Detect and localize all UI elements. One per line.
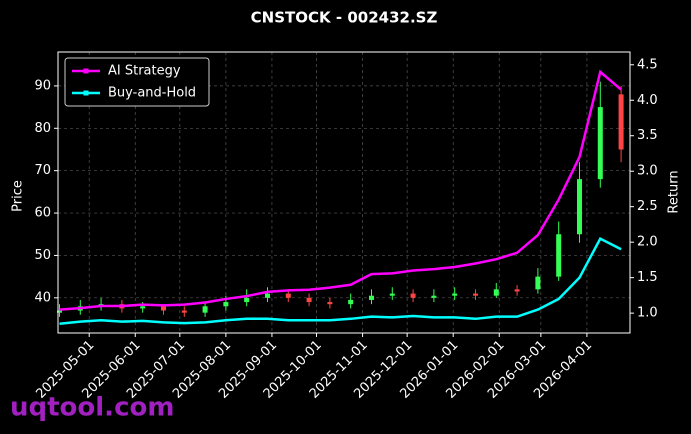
candle-body xyxy=(327,302,333,305)
legend-marker xyxy=(83,68,89,74)
candle-body xyxy=(244,297,250,303)
y-tick-label: 80 xyxy=(34,121,51,136)
y-tick-label: 70 xyxy=(34,163,51,178)
candle-body xyxy=(472,293,478,296)
y2-tick-label: 3.5 xyxy=(637,128,658,143)
candle-body xyxy=(348,299,354,305)
y-tick-label: 40 xyxy=(34,290,51,305)
y2-axis-label: Return xyxy=(667,170,682,213)
return-line xyxy=(59,69,622,311)
candle-body xyxy=(56,310,62,313)
candle-body xyxy=(410,293,416,298)
candle-body xyxy=(514,289,520,292)
candle-body xyxy=(389,293,395,296)
candle-body xyxy=(160,306,166,311)
candle-body xyxy=(181,310,187,313)
candle-body xyxy=(535,276,541,290)
candle-body xyxy=(306,297,312,303)
y2-tick-label: 2.5 xyxy=(637,199,658,214)
legend-label: AI Strategy xyxy=(108,64,181,79)
chart-title: CNSTOCK - 002432.SZ xyxy=(251,9,438,27)
candle-body xyxy=(285,293,291,298)
candle-body xyxy=(452,293,458,296)
legend-marker xyxy=(83,90,89,96)
candle-body xyxy=(368,295,374,300)
y2-tick-label: 4.0 xyxy=(637,93,658,108)
y-axis-label: Price xyxy=(11,180,26,212)
y2-tick-label: 1.0 xyxy=(637,306,658,321)
y-tick-label: 60 xyxy=(34,206,51,221)
candle-body xyxy=(597,107,603,180)
plot-frame xyxy=(57,51,631,334)
candle-body xyxy=(140,306,146,309)
candle-body xyxy=(556,234,562,277)
y2-tick-label: 1.5 xyxy=(637,270,658,285)
watermark: uqtool.com xyxy=(10,393,174,423)
candle-body xyxy=(576,179,582,235)
candle-body xyxy=(202,306,208,313)
return-line xyxy=(59,236,622,326)
candle-body xyxy=(223,302,229,307)
y-tick-label: 90 xyxy=(34,78,51,93)
candle-body xyxy=(264,293,270,298)
candle-body xyxy=(431,295,437,298)
y2-tick-label: 3.0 xyxy=(637,164,658,179)
candle-body xyxy=(493,289,499,296)
y2-tick-label: 2.0 xyxy=(637,235,658,250)
y2-tick-label: 4.5 xyxy=(637,57,658,72)
legend-box xyxy=(64,57,210,107)
y-tick-label: 50 xyxy=(34,248,51,263)
candle-body xyxy=(618,94,624,150)
legend-label: Buy-and-Hold xyxy=(108,86,196,101)
